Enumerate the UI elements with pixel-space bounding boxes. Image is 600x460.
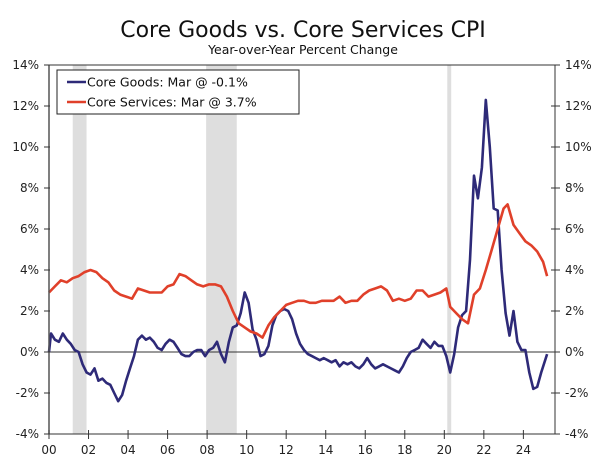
series-lines [47,98,549,403]
y-tick-label-left: 0% [20,345,39,359]
legend: Core Goods: Mar @ -0.1% Core Services: M… [56,69,300,115]
y-tick-label-right: -4% [565,427,588,441]
y-tick-label-right: 12% [565,99,592,113]
recession-band [72,65,87,434]
x-tick-label: 08 [199,443,214,457]
y-tick-label-right: 14% [565,58,592,72]
x-tick-label: 06 [160,443,175,457]
legend-label-core-services: Core Services: Mar @ 3.7% [87,95,257,110]
x-tick-label: 22 [476,443,491,457]
y-tick-label-left: 14% [12,58,39,72]
chart-title: Core Goods vs. Core Services CPI [120,18,486,43]
recession-band [206,65,237,434]
y-tick-label-right: 10% [565,140,592,154]
y-tick-label-right: 6% [565,222,584,236]
y-tick-label-left: 4% [20,263,39,277]
axes [48,64,556,435]
y-tick-label-left: -2% [16,386,39,400]
y-tick-label-right: -2% [565,386,588,400]
x-tick-label: 20 [437,443,452,457]
x-tick-label: 14 [318,443,333,457]
x-tick-label: 24 [516,443,531,457]
y-tick-label-right: 0% [565,345,584,359]
y-tick-label-left: 10% [12,140,39,154]
x-tick-label: 02 [81,443,96,457]
recession-bands [72,65,452,434]
series-line-core-goods [47,98,549,403]
y-tick-label-right: 4% [565,263,584,277]
x-tick-label: 16 [358,443,373,457]
series-line-core-services [48,203,549,339]
x-tick-label: 00 [41,443,56,457]
y-tick-label-left: 8% [20,181,39,195]
chart-subtitle: Year-over-Year Percent Change [207,42,398,57]
y-tick-label-left: 6% [20,222,39,236]
y-tick-label-left: 2% [20,304,39,318]
ticks: -4% -4% -2% -2% 0% 0% 2% 2% 4% 4% 6% 6% 8% 8% 10% 10% 12… [12,58,591,457]
x-tick-label: 04 [120,443,135,457]
y-tick-label-left: -4% [16,427,39,441]
y-tick-label-left: 12% [12,99,39,113]
recession-band [447,65,452,434]
y-tick-label-right: 8% [565,181,584,195]
legend-box [56,69,300,115]
y-tick-label-right: 2% [565,304,584,318]
x-tick-label: 18 [397,443,412,457]
x-tick-label: 10 [239,443,254,457]
legend-label-core-goods: Core Goods: Mar @ -0.1% [87,75,248,90]
x-tick-label: 12 [279,443,294,457]
